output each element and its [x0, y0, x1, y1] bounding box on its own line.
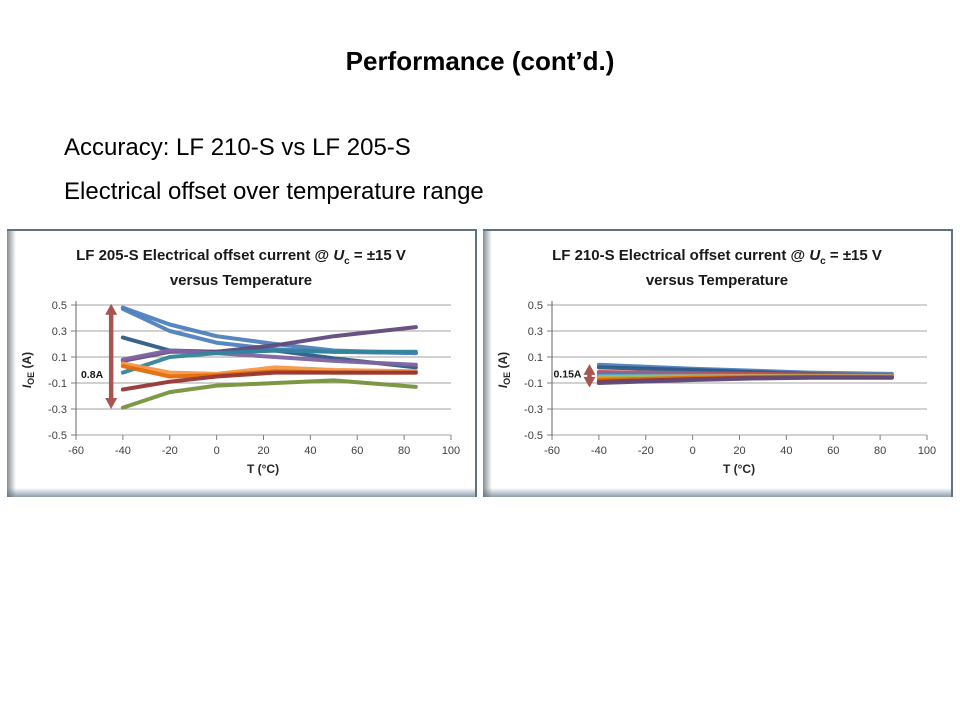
x-tick-label: 40 — [780, 445, 792, 457]
chart-title-prefix: LF 205-S Electrical offset current @ — [76, 247, 334, 264]
chart-title-lf205: LF 205-S Electrical offset current @ Uc … — [7, 246, 475, 290]
chart-panel-lf210: 0.5 0.3 0.1 -0.1 -0.3 -0.5 -60 -40 -20 0 20 40 60 80 1… — [483, 229, 953, 497]
chart-title-suffix: = ±15 V — [825, 247, 882, 264]
y-tick-label: 0.1 — [52, 352, 67, 364]
x-tick-label: 100 — [442, 445, 460, 457]
chart-title-line2: versus Temperature — [645, 272, 789, 289]
range-arrow-head-top — [583, 364, 596, 375]
chart-title-line2: versus Temperature — [169, 272, 313, 289]
y-tick-label: 0.1 — [528, 352, 543, 364]
chart-lf210: 0.5 0.3 0.1 -0.1 -0.3 -0.5-60 -40 -20 0 20 40 60 80 1… — [524, 300, 936, 457]
y-tick-label: -0.1 — [524, 378, 543, 390]
x-tick-label: 80 — [398, 445, 410, 457]
range-arrow-label: 0.15A — [553, 368, 581, 380]
chart-title-line1: LF 210-S Electrical offset current @ Uc … — [483, 246, 951, 271]
y-tick-label: -0.3 — [48, 404, 67, 416]
chart-title-suffix: = ±15 V — [349, 247, 406, 264]
chart-title-lf210: LF 210-S Electrical offset current @ Uc … — [483, 246, 951, 290]
chart-panel-lf205: 0.5 0.3 0.1 -0.1 -0.3 -0.5 -60 -40 -20 0 20 40 60 80 1… — [7, 229, 477, 497]
series-unit-10 — [120, 378, 418, 410]
series-unit-7 — [120, 361, 418, 376]
y-axis-var: I — [495, 384, 510, 389]
range-arrow-label: 0.8A — [81, 369, 104, 381]
series-unit-9 — [120, 370, 418, 392]
x-tick-label: 0 — [214, 445, 220, 457]
chart-title-var-sub: c — [820, 256, 826, 267]
y-axis-var-sub: OE — [26, 371, 37, 385]
y-axis-var: I — [19, 384, 34, 389]
y-tick-label: -0.5 — [48, 430, 67, 442]
slide-title: Performance (cont’d.) — [345, 46, 615, 76]
series-unit-10 — [596, 375, 894, 385]
x-tick-label: 100 — [918, 445, 936, 457]
x-tick-label: 40 — [304, 445, 316, 457]
y-tick-label: -0.3 — [524, 404, 543, 416]
x-tick-label: 60 — [827, 445, 839, 457]
series-unit-5 — [120, 348, 418, 367]
y-tick-label: 0.3 — [52, 326, 67, 338]
x-tick-label: -40 — [115, 445, 131, 457]
chart-title-line1: LF 205-S Electrical offset current @ Uc … — [7, 246, 475, 271]
y-axis-unit: (A) — [19, 351, 34, 372]
y-tick-label: -0.5 — [524, 430, 543, 442]
series-unit-6 — [120, 348, 418, 375]
x-tick-label: -20 — [638, 445, 654, 457]
x-axis-title: T (°C) — [246, 462, 280, 476]
range-arrow-head-bottom — [105, 398, 118, 409]
y-axis-title: IOE (A) — [496, 352, 512, 388]
chart-title-var: U — [809, 247, 821, 264]
chart-title-var: U — [333, 247, 345, 264]
x-tick-label: -40 — [591, 445, 607, 457]
y-tick-label: 0.5 — [528, 300, 543, 312]
chart-title-prefix: LF 210-S Electrical offset current @ — [552, 247, 810, 264]
x-tick-label: -20 — [162, 445, 178, 457]
range-arrow-head-bottom — [583, 376, 596, 388]
y-tick-label: 0.5 — [52, 300, 67, 312]
body-text-offset-range: Electrical offset over temperature range — [64, 178, 484, 205]
y-axis-title: IOE (A) — [20, 352, 36, 388]
x-tick-label: 60 — [351, 445, 363, 457]
x-tick-label: 80 — [874, 445, 886, 457]
x-axis-title: T (°C) — [722, 462, 756, 476]
y-axis-unit: (A) — [495, 351, 510, 372]
body-text-accuracy: Accuracy: LF 210-S vs LF 205-S — [64, 134, 411, 161]
y-tick-label: 0.3 — [528, 326, 543, 338]
y-axis-var-sub: OE — [502, 371, 513, 385]
chart-title-var-sub: c — [344, 256, 350, 267]
x-tick-label: 20 — [733, 445, 745, 457]
range-arrow-head-top — [105, 303, 118, 315]
x-tick-label: -60 — [68, 445, 84, 457]
chart-lf205: 0.5 0.3 0.1 -0.1 -0.3 -0.5-60 -40 -20 0 20 40 60 80 1… — [48, 300, 460, 457]
x-tick-label: -60 — [544, 445, 560, 457]
x-tick-label: 0 — [690, 445, 696, 457]
x-tick-label: 20 — [257, 445, 269, 457]
y-tick-label: -0.1 — [48, 378, 67, 390]
